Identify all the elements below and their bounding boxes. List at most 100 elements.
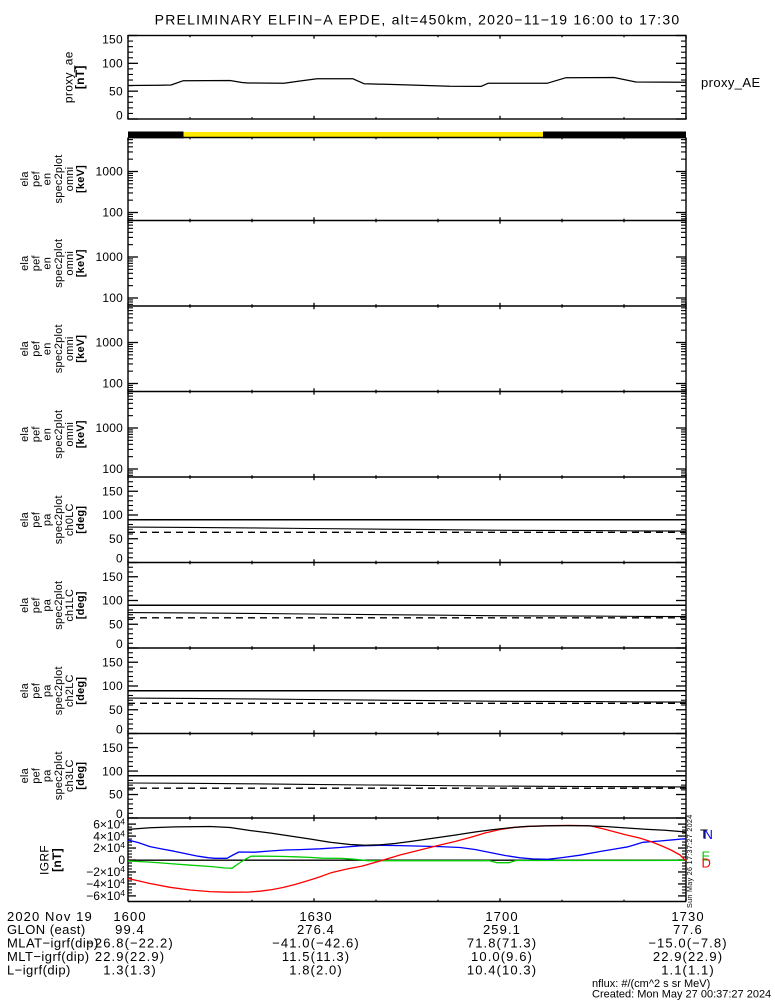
svg-text:100: 100 <box>102 508 123 522</box>
svg-text:[keV]: [keV] <box>75 420 87 448</box>
svg-text:77.6: 77.6 <box>673 922 703 937</box>
svg-text:−6×104: −6×104 <box>86 888 125 903</box>
svg-text:100: 100 <box>102 57 123 71</box>
svg-text:N: N <box>704 827 713 842</box>
svg-text:0: 0 <box>116 552 123 566</box>
svg-text:spec2plot: spec2plot <box>53 581 65 630</box>
svg-text:pef: pef <box>30 511 42 528</box>
svg-text:[keV]: [keV] <box>75 249 87 277</box>
svg-text:50: 50 <box>109 703 123 717</box>
svg-text:1000: 1000 <box>96 421 124 435</box>
svg-text:pef: pef <box>30 340 42 357</box>
svg-text:pef: pef <box>30 426 42 443</box>
svg-text:PRELIMINARY ELFIN−A EPDE, alt=: PRELIMINARY ELFIN−A EPDE, alt=450km, 202… <box>155 12 681 28</box>
svg-text:T: T <box>700 827 708 842</box>
svg-text:ela: ela <box>19 597 31 613</box>
svg-text:pa: pa <box>41 769 53 782</box>
svg-text:spec2plot: spec2plot <box>53 666 65 715</box>
svg-text:ela: ela <box>19 340 31 356</box>
svg-text:spec2plot: spec2plot <box>53 239 65 288</box>
svg-text:1730: 1730 <box>671 909 704 924</box>
svg-text:0: 0 <box>118 853 125 867</box>
svg-text:100: 100 <box>102 764 123 778</box>
svg-text:Created: Mon May 27 00:37:27 2: Created: Mon May 27 00:37:27 2024 <box>592 988 771 1000</box>
svg-text:1.1(1.1): 1.1(1.1) <box>661 962 715 977</box>
svg-text:ch0LC: ch0LC <box>64 503 76 536</box>
svg-text:ch1LC: ch1LC <box>64 589 76 622</box>
svg-text:[deg]: [deg] <box>75 762 87 790</box>
svg-text:2020 Nov 19: 2020 Nov 19 <box>7 909 93 924</box>
svg-text:[deg]: [deg] <box>75 591 87 619</box>
svg-text:proxy_ae: proxy_ae <box>62 51 76 103</box>
svg-text:1.3(1.3): 1.3(1.3) <box>103 962 157 977</box>
svg-text:−2×104: −2×104 <box>86 864 125 879</box>
svg-text:276.4: 276.4 <box>297 922 335 937</box>
svg-text:ela: ela <box>19 426 31 442</box>
svg-text:spec2plot: spec2plot <box>53 751 65 800</box>
svg-text:[deg]: [deg] <box>75 506 87 534</box>
svg-text:omni: omni <box>64 336 76 361</box>
svg-text:pa: pa <box>41 684 53 697</box>
svg-text:ela: ela <box>19 171 31 187</box>
svg-text:4×104: 4×104 <box>93 828 125 843</box>
svg-text:ela: ela <box>19 767 31 783</box>
svg-text:6×104: 6×104 <box>93 816 125 831</box>
svg-text:omni: omni <box>64 422 76 447</box>
svg-text:pef: pef <box>30 767 42 784</box>
svg-text:ch3LC: ch3LC <box>64 759 76 792</box>
svg-text:E: E <box>702 849 711 864</box>
svg-text:omni: omni <box>64 167 76 192</box>
svg-text:10.4(10.3): 10.4(10.3) <box>467 962 537 977</box>
svg-text:22.9(22.9): 22.9(22.9) <box>653 949 723 964</box>
svg-text:100: 100 <box>102 462 123 476</box>
svg-text:1000: 1000 <box>96 165 124 179</box>
svg-text:50: 50 <box>109 532 123 546</box>
svg-text:GLON (east): GLON (east) <box>7 922 86 937</box>
svg-text:1600: 1600 <box>113 909 146 924</box>
svg-text:[keV]: [keV] <box>75 335 87 363</box>
svg-text:50: 50 <box>109 617 123 631</box>
svg-text:150: 150 <box>102 484 123 498</box>
svg-text:ch2LC: ch2LC <box>64 674 76 707</box>
svg-text:71.8(71.3): 71.8(71.3) <box>467 936 537 951</box>
svg-text:[nT]: [nT] <box>50 848 64 872</box>
svg-text:proxy_AE: proxy_AE <box>701 75 761 90</box>
svg-text:−26.8(−22.2): −26.8(−22.2) <box>86 936 174 951</box>
svg-text:1630: 1630 <box>299 909 332 924</box>
svg-text:50: 50 <box>109 84 123 98</box>
svg-text:spec2plot: spec2plot <box>53 410 65 459</box>
svg-text:ela: ela <box>19 255 31 271</box>
svg-text:100: 100 <box>102 206 123 220</box>
svg-text:MLT−igrf(dip): MLT−igrf(dip) <box>7 949 90 964</box>
svg-text:[nT]: [nT] <box>73 65 87 89</box>
svg-text:150: 150 <box>102 741 123 755</box>
svg-text:IGRF: IGRF <box>38 845 52 875</box>
svg-text:[keV]: [keV] <box>75 165 87 193</box>
svg-text:99.4: 99.4 <box>115 922 145 937</box>
svg-text:−4×104: −4×104 <box>86 876 125 891</box>
svg-text:nflux: #/(cm^2 s sr MeV): nflux: #/(cm^2 s sr MeV) <box>592 978 710 990</box>
svg-text:−15.0(−7.8): −15.0(−7.8) <box>648 936 727 951</box>
svg-text:1000: 1000 <box>96 250 124 264</box>
svg-text:pef: pef <box>30 170 42 187</box>
svg-text:spec2plot: spec2plot <box>53 495 65 544</box>
svg-text:100: 100 <box>102 679 123 693</box>
svg-text:MLAT−igrf(dip): MLAT−igrf(dip) <box>7 936 99 951</box>
svg-text:22.9(22.9): 22.9(22.9) <box>95 949 165 964</box>
svg-text:259.1: 259.1 <box>483 922 521 937</box>
svg-text:omni: omni <box>64 251 76 276</box>
svg-text:Sun May 26 17:37:27 2024: Sun May 26 17:37:27 2024 <box>685 814 694 908</box>
svg-text:100: 100 <box>102 377 123 391</box>
svg-text:pef: pef <box>30 682 42 699</box>
svg-text:en: en <box>41 257 53 270</box>
svg-text:0: 0 <box>116 723 123 737</box>
svg-text:spec2plot: spec2plot <box>53 155 65 204</box>
svg-text:10.0(9.6): 10.0(9.6) <box>471 949 533 964</box>
svg-text:150: 150 <box>102 655 123 669</box>
svg-text:en: en <box>41 173 53 186</box>
svg-text:−41.0(−42.6): −41.0(−42.6) <box>272 936 360 951</box>
svg-text:[deg]: [deg] <box>75 677 87 705</box>
svg-text:150: 150 <box>102 33 123 47</box>
svg-text:L−igrf(dip): L−igrf(dip) <box>7 962 71 977</box>
svg-text:1.8(2.0): 1.8(2.0) <box>289 962 343 977</box>
